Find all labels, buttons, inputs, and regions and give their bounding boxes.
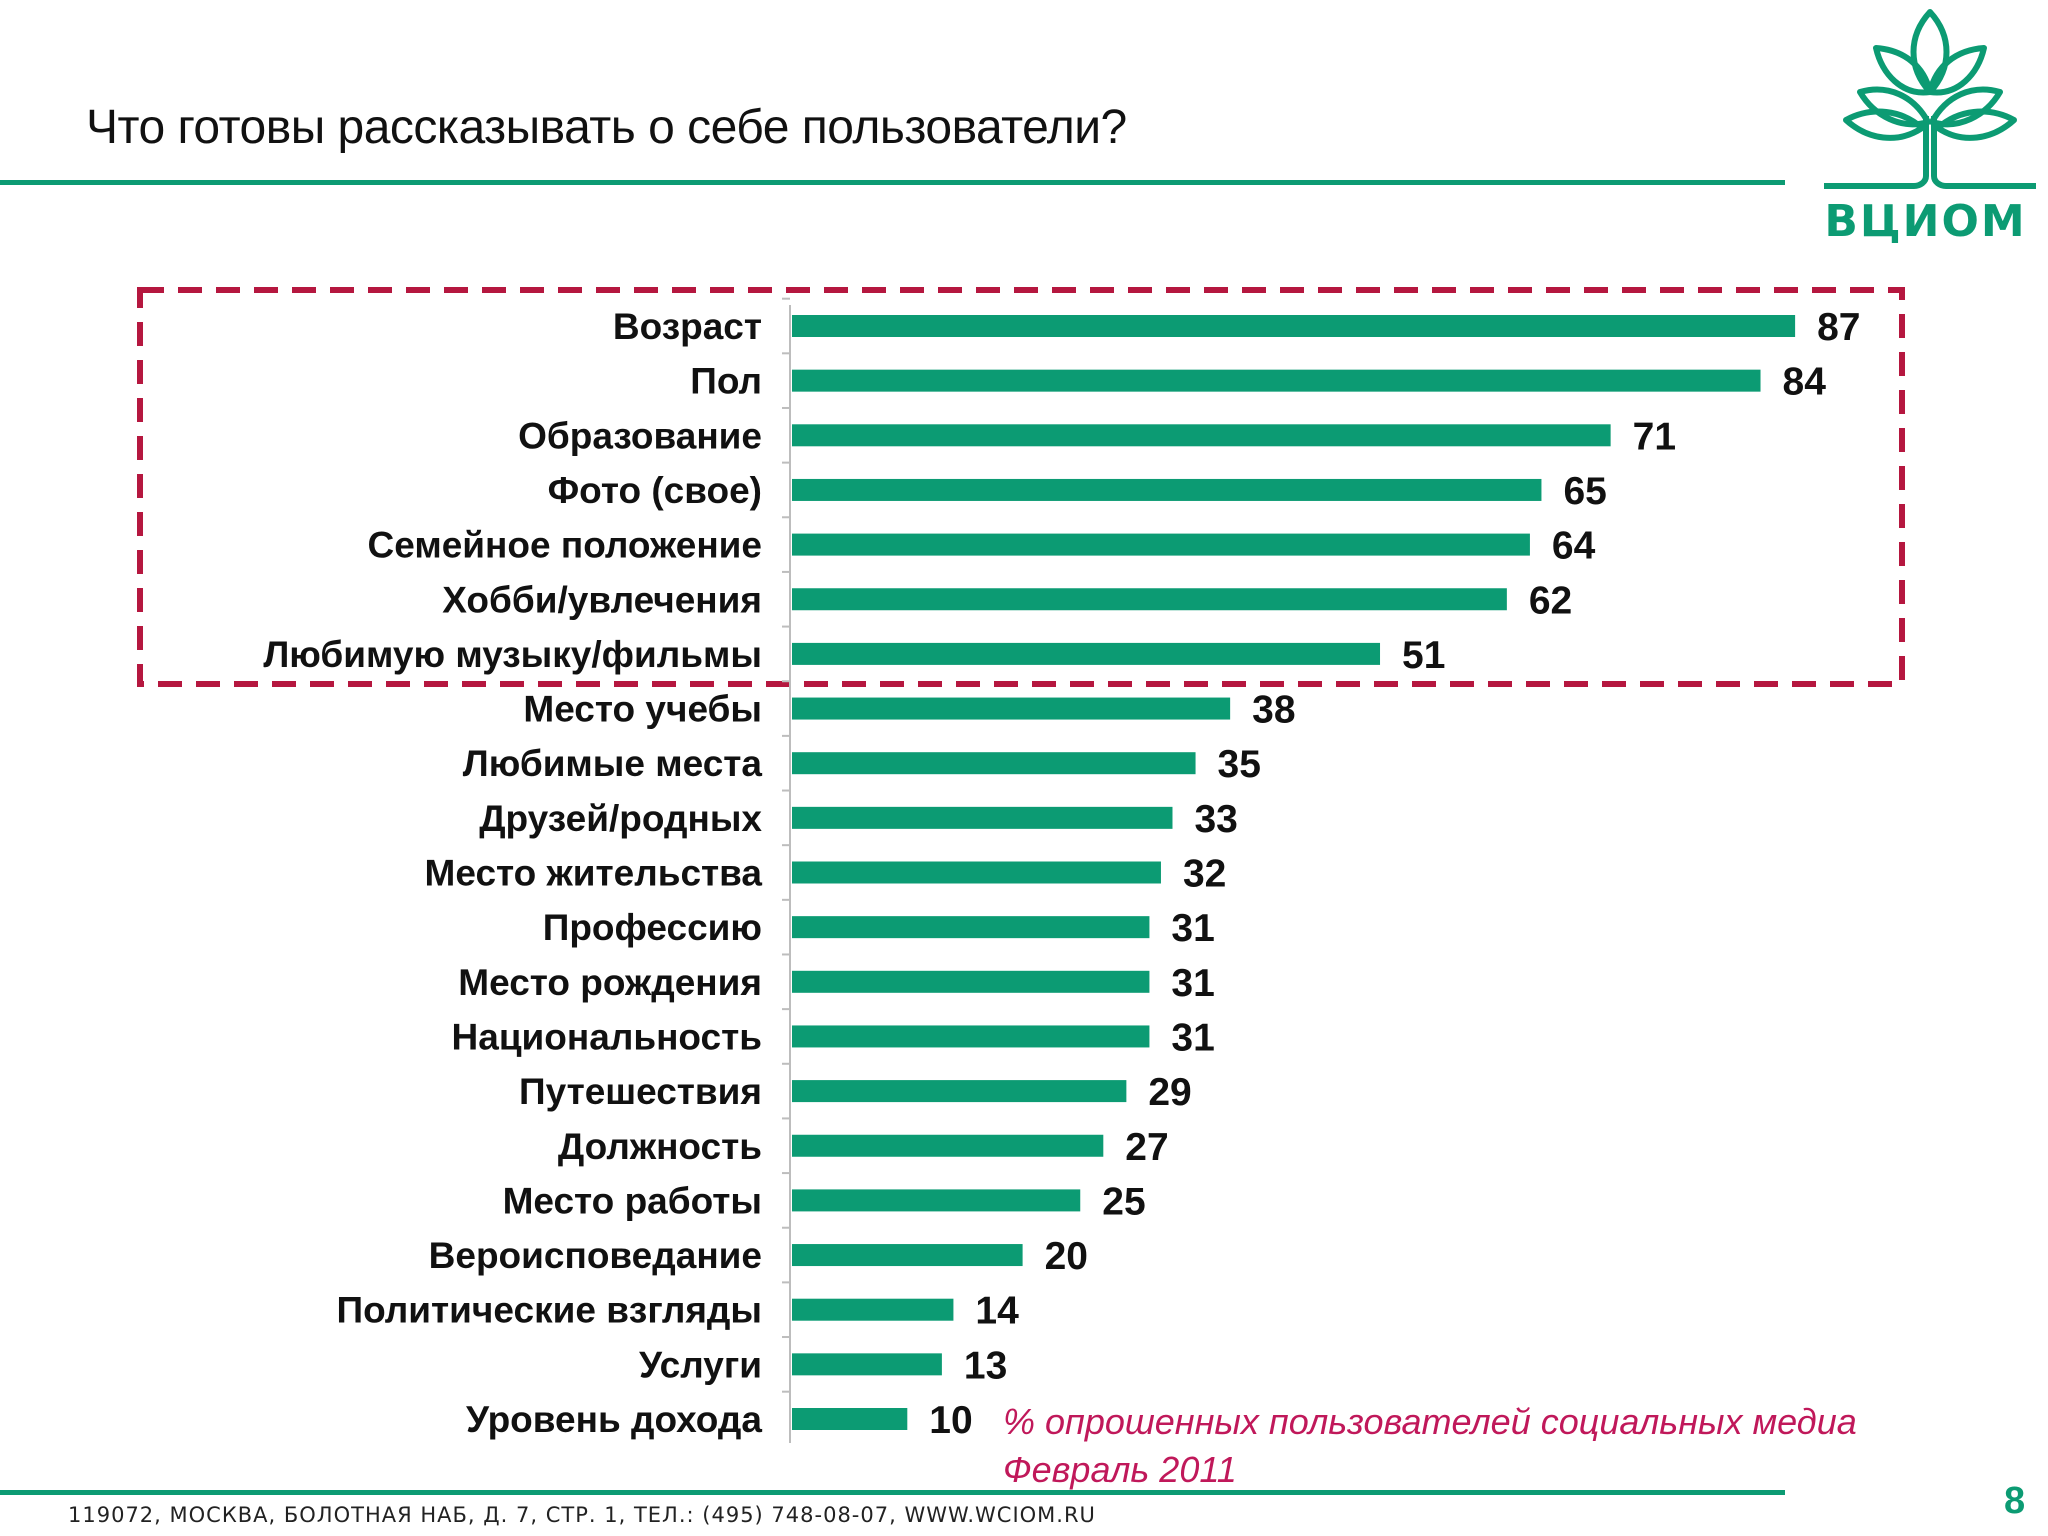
value-label: 62 [1529,579,1572,622]
note-line-2: Февраль 2011 [1003,1449,1237,1490]
category-label: Должность [558,1126,762,1167]
bar-7 [792,697,1231,720]
value-label: 65 [1563,470,1606,513]
bar-9 [792,806,1173,829]
category-label: Любимую музыку/фильмы [263,634,762,675]
bar-20 [792,1408,908,1430]
category-label: Национальность [452,1016,762,1057]
bar-5 [792,588,1507,611]
value-label: 71 [1633,415,1676,458]
value-label: 32 [1183,853,1226,896]
slide-title: Что готовы рассказывать о себе пользоват… [86,101,1127,154]
category-label: Фото (свое) [548,470,762,511]
category-label: Профессию [543,907,762,948]
value-label: 20 [1045,1235,1088,1278]
value-label: 29 [1148,1071,1191,1114]
logo-text: ВЦИОМ [1824,196,2027,247]
bar-18 [792,1298,954,1321]
bar-15 [792,1134,1104,1157]
value-label: 64 [1552,525,1596,568]
footer-divider [0,1490,1785,1495]
category-label: Образование [518,415,762,456]
value-label: 38 [1252,689,1295,732]
bar-3 [792,478,1542,501]
bar-2 [792,424,1611,447]
footer-address: 119072, МОСКВА, БОЛОТНАЯ НАБ, Д. 7, СТР.… [68,1503,1096,1527]
category-label: Уровень дохода [466,1399,762,1440]
note-line-1: % опрошенных пользователей социальных ме… [1003,1401,1857,1442]
value-label: 51 [1402,634,1445,677]
wciom-logo-icon [1824,9,2036,189]
value-label: 31 [1171,907,1214,950]
value-label: 13 [964,1344,1007,1387]
value-label: 10 [929,1399,972,1442]
category-label: Пол [690,361,762,402]
bar-0 [792,315,1796,337]
bar-4 [792,533,1530,556]
category-label: Вероисповедание [429,1235,762,1276]
category-label: Место учебы [523,689,762,730]
title-divider [0,180,1785,185]
bar-12 [792,970,1150,993]
category-label: Возраст [613,306,762,347]
bar-8 [792,752,1196,775]
value-label: 33 [1194,798,1237,841]
bar-11 [792,916,1150,939]
category-label: Место работы [503,1180,762,1221]
bar-17 [792,1244,1023,1267]
bar-6 [792,642,1381,665]
highlight-box [137,287,1905,687]
category-label: Место жительства [425,853,763,894]
category-label: Услуги [639,1344,762,1385]
value-label: 35 [1218,743,1261,786]
category-label: Друзей/родных [479,798,762,839]
value-label: 25 [1102,1180,1145,1223]
value-label: 31 [1171,1016,1214,1059]
bar-1 [792,369,1761,392]
category-label: Путешествия [519,1071,762,1112]
category-label: Хобби/увлечения [442,579,762,620]
value-label: 27 [1125,1126,1168,1169]
value-label: 84 [1783,361,1827,404]
bar-19 [792,1353,942,1376]
bar-16 [792,1189,1081,1212]
value-label: 87 [1817,306,1860,349]
value-label: 14 [975,1290,1019,1333]
category-label: Место рождения [458,962,762,1003]
bar-14 [792,1080,1127,1103]
category-label: Политические взгляды [337,1290,762,1331]
category-label: Семейное положение [368,525,762,566]
category-label: Любимые места [463,743,763,784]
bar-10 [792,861,1161,884]
value-label: 31 [1171,962,1214,1005]
chart-note: % опрошенных пользователей социальных ме… [1003,1398,1857,1494]
bar-13 [792,1025,1150,1048]
page-number: 8 [2004,1480,2026,1522]
